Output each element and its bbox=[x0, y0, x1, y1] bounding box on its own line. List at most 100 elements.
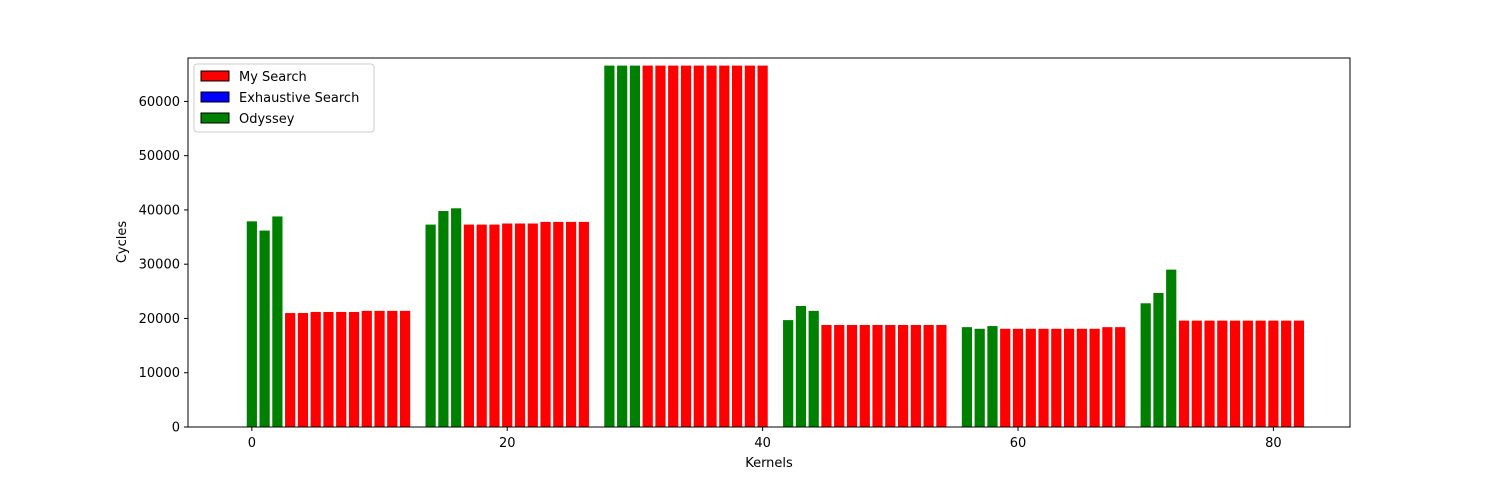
bar-my-search-22 bbox=[527, 223, 538, 427]
bar-my-search-75 bbox=[1204, 320, 1215, 427]
bar-my-search-12 bbox=[399, 310, 411, 427]
bar-my-search-38 bbox=[731, 65, 743, 427]
bar-my-search-11 bbox=[387, 310, 398, 427]
bar-my-search-47 bbox=[846, 324, 858, 427]
bar-odyssey-58 bbox=[987, 326, 998, 427]
bar-odyssey-14 bbox=[425, 224, 436, 427]
legend-swatch-odyssey bbox=[200, 112, 230, 124]
bar-odyssey-15 bbox=[438, 211, 449, 427]
bar-my-search-36 bbox=[706, 65, 717, 427]
legend-label-exhaustive-search: Exhaustive Search bbox=[239, 91, 359, 106]
bar-odyssey-43 bbox=[795, 305, 807, 427]
legend-box bbox=[193, 63, 375, 133]
y-tick-label: 40000 bbox=[139, 203, 180, 218]
bar-my-search-64 bbox=[1063, 328, 1075, 427]
legend-swatch-my-search bbox=[200, 70, 230, 82]
bar-odyssey-56 bbox=[961, 327, 973, 427]
y-tick-label: 30000 bbox=[139, 258, 180, 273]
bar-my-search-46 bbox=[834, 324, 845, 427]
bar-my-search-82 bbox=[1293, 320, 1305, 427]
legend: My Search Exhaustive Search Odyssey bbox=[193, 63, 375, 133]
bar-odyssey-44 bbox=[808, 310, 819, 427]
bar-odyssey-2 bbox=[272, 216, 283, 427]
bar-my-search-34 bbox=[680, 65, 692, 427]
bar-my-search-40 bbox=[757, 65, 768, 427]
bar-my-search-6 bbox=[323, 311, 334, 427]
bar-my-search-77 bbox=[1229, 320, 1241, 427]
bar-my-search-31 bbox=[642, 65, 653, 427]
bar-my-search-49 bbox=[872, 324, 883, 427]
bar-odyssey-30 bbox=[629, 65, 641, 427]
y-tick-label: 50000 bbox=[139, 149, 180, 164]
bar-my-search-19 bbox=[489, 224, 500, 427]
bar-my-search-39 bbox=[744, 65, 755, 427]
bar-my-search-51 bbox=[897, 324, 909, 427]
bar-odyssey-1 bbox=[259, 230, 270, 427]
plot-frame bbox=[187, 57, 1351, 428]
bar-my-search-3 bbox=[285, 313, 296, 427]
bar-my-search-52 bbox=[910, 324, 921, 427]
bar-my-search-7 bbox=[336, 311, 347, 427]
bar-odyssey-70 bbox=[1140, 303, 1151, 427]
bar-my-search-53 bbox=[923, 324, 934, 427]
bar-odyssey-28 bbox=[604, 65, 615, 427]
bar-my-search-54 bbox=[936, 324, 947, 427]
bar-my-search-65 bbox=[1076, 328, 1087, 427]
x-tick-label: 20 bbox=[499, 436, 516, 451]
bar-my-search-78 bbox=[1242, 320, 1253, 427]
bar-my-search-68 bbox=[1115, 327, 1126, 427]
x-tick-label: 40 bbox=[754, 436, 771, 451]
x-axis: 0 20 40 60 80 bbox=[248, 427, 1282, 451]
bar-my-search-48 bbox=[859, 324, 870, 427]
bar-my-search-21 bbox=[514, 223, 526, 427]
y-axis: 0 10000 20000 30000 40000 50000 60000 bbox=[139, 95, 188, 436]
bar-my-search-18 bbox=[476, 224, 487, 427]
legend-label-my-search: My Search bbox=[239, 70, 307, 85]
bar-odyssey-29 bbox=[617, 65, 628, 427]
bar-my-search-45 bbox=[821, 324, 832, 427]
bar-odyssey-0 bbox=[246, 221, 257, 427]
bar-my-search-33 bbox=[668, 65, 679, 427]
y-tick-label: 10000 bbox=[139, 366, 180, 381]
bar-my-search-59 bbox=[1000, 328, 1011, 427]
bar-my-search-81 bbox=[1281, 320, 1292, 427]
bar-my-search-20 bbox=[502, 223, 513, 427]
bar-my-search-17 bbox=[463, 224, 475, 427]
bar-my-search-60 bbox=[1012, 328, 1024, 427]
bar-my-search-80 bbox=[1268, 320, 1279, 427]
legend-label-odyssey: Odyssey bbox=[239, 112, 295, 127]
y-tick-label: 20000 bbox=[139, 312, 180, 327]
x-tick-label: 0 bbox=[248, 436, 256, 451]
bar-odyssey-57 bbox=[974, 328, 985, 427]
bar-odyssey-16 bbox=[451, 208, 462, 427]
bar-my-search-61 bbox=[1025, 328, 1036, 427]
bars-layer bbox=[246, 65, 1305, 427]
bar-my-search-10 bbox=[374, 310, 385, 427]
bar-my-search-23 bbox=[540, 221, 551, 427]
bar-my-search-50 bbox=[885, 324, 896, 427]
bar-my-search-66 bbox=[1089, 328, 1100, 427]
bar-my-search-73 bbox=[1178, 320, 1190, 427]
x-tick-label: 60 bbox=[1010, 436, 1027, 451]
x-axis-label: Kernels bbox=[745, 456, 793, 471]
x-tick-label: 80 bbox=[1265, 436, 1282, 451]
bar-my-search-63 bbox=[1051, 328, 1062, 427]
bar-my-search-37 bbox=[719, 65, 730, 427]
bar-my-search-9 bbox=[361, 310, 372, 427]
bar-odyssey-42 bbox=[783, 320, 794, 427]
bar-my-search-79 bbox=[1255, 320, 1266, 427]
bar-my-search-24 bbox=[553, 221, 564, 427]
legend-swatch-exhaustive-search bbox=[200, 91, 230, 103]
bar-my-search-74 bbox=[1191, 320, 1202, 427]
bar-odyssey-71 bbox=[1153, 292, 1164, 427]
bar-my-search-32 bbox=[655, 65, 666, 427]
bar-my-search-76 bbox=[1217, 320, 1228, 427]
bar-my-search-4 bbox=[297, 313, 309, 427]
bar-my-search-5 bbox=[310, 311, 321, 427]
bar-odyssey-72 bbox=[1166, 269, 1177, 427]
bar-my-search-26 bbox=[578, 221, 589, 427]
y-tick-label: 60000 bbox=[139, 95, 180, 110]
bar-my-search-25 bbox=[565, 221, 577, 427]
bar-my-search-62 bbox=[1038, 328, 1049, 427]
